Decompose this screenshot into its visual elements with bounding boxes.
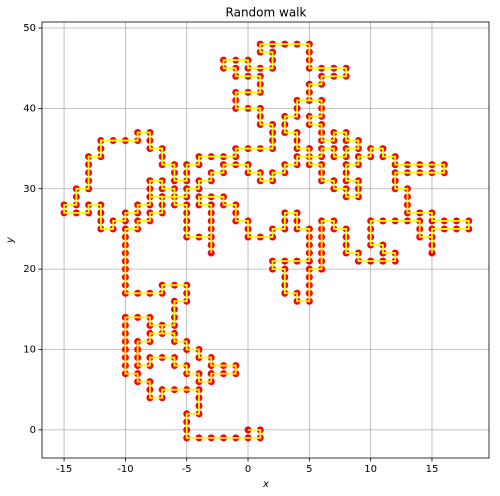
y-tick-label: 30 [23, 184, 36, 195]
x-tick-label: 10 [364, 464, 377, 475]
x-tick-label: 0 [245, 464, 251, 475]
y-tick-label: 20 [23, 264, 36, 275]
x-tick-label: -15 [56, 464, 72, 475]
y-axis-label: y [5, 236, 16, 244]
chart-title: Random walk [226, 6, 307, 20]
y-tick-label: 0 [30, 425, 36, 436]
y-tick-label: 50 [23, 23, 36, 34]
x-axis-label: x [262, 479, 269, 490]
x-tick-label: 15 [426, 464, 439, 475]
y-tick-label: 10 [23, 345, 36, 356]
x-tick-label: -5 [182, 464, 192, 475]
x-tick-label: 5 [306, 464, 312, 475]
plot-frame [41, 21, 490, 459]
x-tick-label: -10 [117, 464, 133, 475]
y-tick-label: 40 [23, 103, 36, 114]
walk-line [63, 43, 470, 439]
